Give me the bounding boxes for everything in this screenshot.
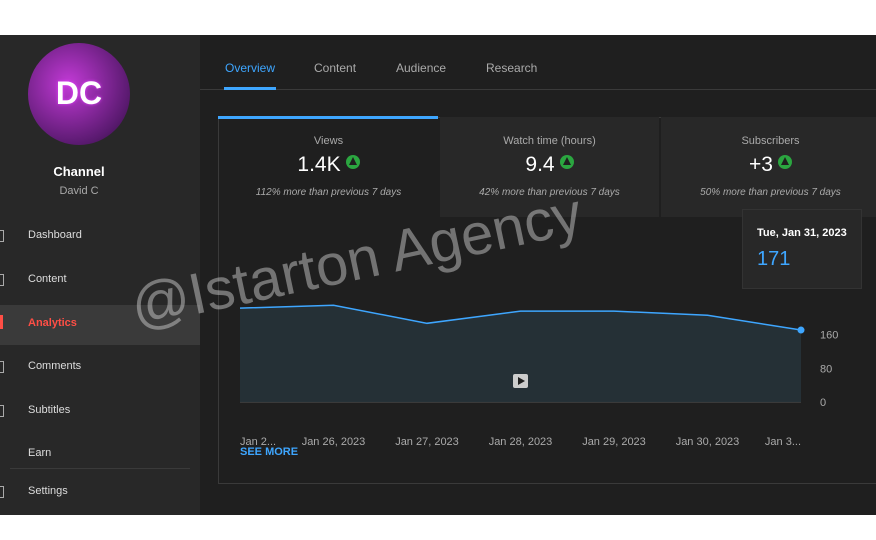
active-nav-bg (0, 305, 200, 345)
nav-icon (0, 486, 4, 498)
metric-value: +3 (661, 153, 876, 177)
play-icon (518, 377, 525, 385)
studio-screen: DC Channel David C Dashboard Content Analy… (0, 35, 876, 515)
tab[interactable]: Content (314, 61, 357, 75)
y-tick-label: 0 (820, 397, 826, 409)
sidebar: DC Channel David C Dashboard Content Analy… (0, 35, 200, 515)
metric-note: 112% more than previous 7 days (255, 187, 402, 198)
metric-label: Subscribers (741, 135, 800, 147)
up-icon (559, 155, 574, 169)
nav-item[interactable]: Earn (28, 447, 52, 459)
avatar-text: DC (55, 75, 103, 111)
area (240, 305, 801, 402)
tooltip: Tue, Jan 31, 2023 171 (742, 209, 862, 289)
divider (10, 468, 190, 469)
metric-card[interactable]: Watch time (hours) 9.4 42% more than previ… (440, 117, 659, 217)
up-icon (777, 155, 792, 169)
metric-note: 50% more than previous 7 days (700, 187, 841, 198)
metric-card[interactable]: Views 1.4K 112% more than previous 7 days (219, 117, 438, 217)
metric-value: 9.4 (440, 153, 659, 177)
y-tick-label: 80 (820, 363, 832, 375)
channel-title: Channel (53, 164, 105, 179)
x-tick-label: Jan 2... (240, 436, 276, 448)
tab-divider (200, 89, 876, 90)
nav-item[interactable]: Content (28, 273, 67, 285)
nav-icon (0, 405, 4, 417)
nav-item[interactable]: Settings (28, 485, 68, 497)
x-tick-label: Jan 30, 2023 (676, 436, 740, 448)
tab[interactable]: Research (486, 61, 538, 75)
active-indicator (0, 315, 3, 329)
line (239, 304, 802, 331)
tooltip-value: 171 (757, 248, 791, 270)
tab[interactable]: Audience (396, 61, 447, 75)
nav-icon (0, 361, 4, 373)
x-tick-label: Jan 27, 2023 (395, 436, 459, 448)
y-tick-label: 160 (820, 330, 838, 342)
metric-note: 42% more than previous 7 days (479, 187, 620, 198)
point (797, 326, 805, 334)
x-tick-label: Jan 29, 2023 (582, 436, 646, 448)
metric-number: +3 (749, 153, 773, 176)
metric-number: 9.4 (525, 153, 555, 176)
x-tick-label: Jan 28, 2023 (489, 436, 553, 448)
x-tick-label: Jan 3... (765, 436, 801, 448)
nav-icon (0, 230, 4, 242)
metric-value: 1.4K (219, 153, 438, 177)
metric-label: Watch time (hours) (503, 135, 596, 147)
nav-item[interactable]: Comments (28, 360, 82, 372)
x-tick-label: Jan 26, 2023 (302, 436, 366, 448)
metric-card[interactable]: Subscribers +3 50% more than previous 7 da… (661, 117, 876, 217)
nav-item[interactable]: Dashboard (28, 229, 82, 241)
tab[interactable]: Overview (225, 61, 276, 75)
avatar[interactable]: DC (28, 43, 130, 145)
card-highlight (218, 116, 438, 119)
nav-item[interactable]: Subtitles (28, 404, 71, 416)
up-icon (345, 155, 360, 169)
tab-underline (224, 87, 276, 90)
nav-item[interactable]: Analytics (28, 317, 77, 329)
metric-label: Views (313, 135, 344, 147)
nav-icon (0, 274, 4, 286)
metric-number: 1.4K (297, 153, 341, 176)
channel-name: David C (59, 185, 99, 197)
see-more[interactable]: SEE MORE (240, 446, 299, 458)
tooltip-date: Tue, Jan 31, 2023 (757, 227, 847, 239)
